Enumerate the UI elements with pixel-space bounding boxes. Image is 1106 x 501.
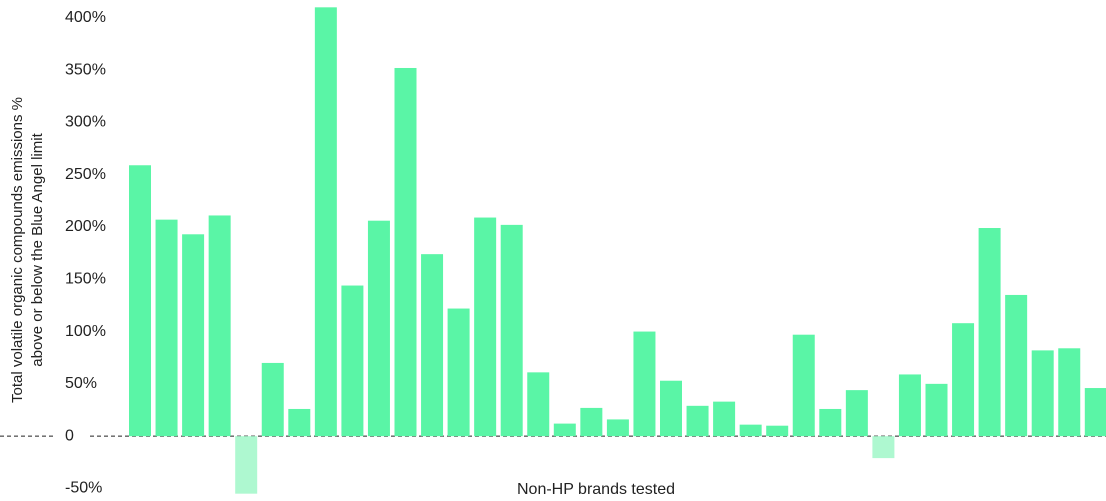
bar — [474, 217, 497, 437]
bar — [872, 436, 895, 459]
bar — [527, 372, 550, 437]
bar — [660, 380, 682, 437]
y-tick-label: 50% — [65, 375, 97, 392]
bar — [288, 408, 311, 437]
y-tick-label: 350% — [65, 61, 106, 78]
bar — [421, 254, 444, 437]
bar — [952, 323, 975, 437]
bar — [1084, 388, 1106, 437]
bar — [978, 228, 1001, 437]
y-tick-label: 400% — [65, 9, 106, 26]
bar — [447, 308, 470, 437]
bar — [1005, 294, 1028, 437]
bar — [925, 383, 948, 437]
bar — [580, 407, 603, 437]
bar — [182, 234, 205, 437]
y-tick-label: 0 — [65, 427, 74, 444]
bar — [686, 405, 709, 437]
bar — [235, 436, 258, 494]
bar — [845, 390, 868, 437]
bar — [367, 220, 390, 437]
bar — [739, 424, 762, 437]
y-tick-label: 250% — [65, 166, 106, 183]
bar — [500, 224, 523, 437]
bar — [553, 423, 576, 437]
y-tick-label: -50% — [65, 480, 102, 497]
y-tick-label: 300% — [65, 114, 106, 131]
bar — [819, 408, 842, 437]
y-tick-label: 100% — [65, 323, 106, 340]
y-label-line: above or below the Blue Angel limit — [29, 132, 46, 366]
bar — [898, 374, 921, 437]
bar — [314, 7, 337, 437]
y-tick-label: 150% — [65, 270, 106, 287]
bar — [394, 67, 417, 437]
bar — [713, 401, 736, 437]
y-tick-label: 200% — [65, 218, 106, 235]
x-axis-label: Non-HP brands tested — [517, 481, 675, 498]
bar — [341, 285, 364, 437]
bar — [1058, 348, 1081, 437]
bar — [633, 331, 656, 437]
bar — [129, 165, 151, 437]
y-label-line: Total volatile organic compounds emissio… — [9, 97, 26, 403]
bar — [766, 425, 789, 437]
bar — [155, 219, 178, 437]
bar — [1031, 350, 1054, 437]
bar — [792, 334, 815, 437]
bar — [261, 362, 284, 437]
y-axis-label: Total volatile organic compounds emissio… — [9, 97, 46, 403]
bar — [606, 419, 629, 437]
bar — [208, 215, 231, 437]
